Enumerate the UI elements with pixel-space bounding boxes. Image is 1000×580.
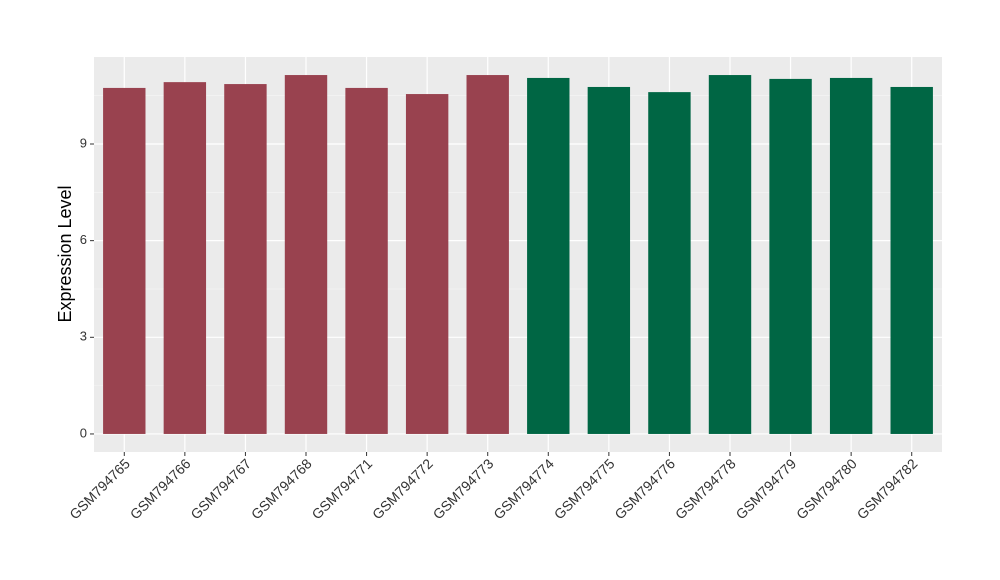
bar — [224, 84, 267, 434]
x-tick-label: GSM794772 — [369, 455, 436, 522]
x-tick-label: GSM794768 — [248, 455, 315, 522]
y-tick-label: 9 — [80, 135, 87, 150]
x-tick-label: GSM794782 — [854, 455, 921, 522]
bar — [587, 86, 631, 434]
x-tick-label: GSM794771 — [308, 455, 375, 522]
x-tick-label: GSM794778 — [672, 455, 739, 522]
bar — [284, 75, 328, 434]
y-tick-label: 0 — [80, 425, 87, 440]
bar — [829, 77, 873, 434]
x-tick-label: GSM794775 — [551, 455, 618, 522]
y-tick-label: 3 — [80, 329, 87, 344]
plot-panel — [94, 57, 942, 452]
bar — [648, 92, 691, 434]
x-tick-label: GSM794780 — [793, 455, 860, 522]
y-axis-label: Expression Level — [55, 185, 75, 322]
y-tick-label: 6 — [80, 232, 87, 247]
bar — [405, 94, 449, 434]
bar — [163, 82, 207, 434]
x-tick-label: GSM794773 — [430, 455, 497, 522]
x-tick-label: GSM794774 — [490, 455, 557, 522]
x-tick-label: GSM794766 — [127, 455, 194, 522]
x-tick-label: GSM794767 — [187, 455, 254, 522]
bar — [527, 77, 570, 434]
bar — [708, 75, 752, 434]
bar — [345, 87, 388, 434]
x-tick-label: GSM794779 — [732, 455, 799, 522]
bar — [103, 87, 146, 434]
x-tick-label: GSM794776 — [611, 455, 678, 522]
x-tick-label: GSM794765 — [66, 455, 133, 522]
bar — [890, 86, 933, 434]
bar — [769, 78, 812, 434]
bar — [466, 75, 509, 434]
